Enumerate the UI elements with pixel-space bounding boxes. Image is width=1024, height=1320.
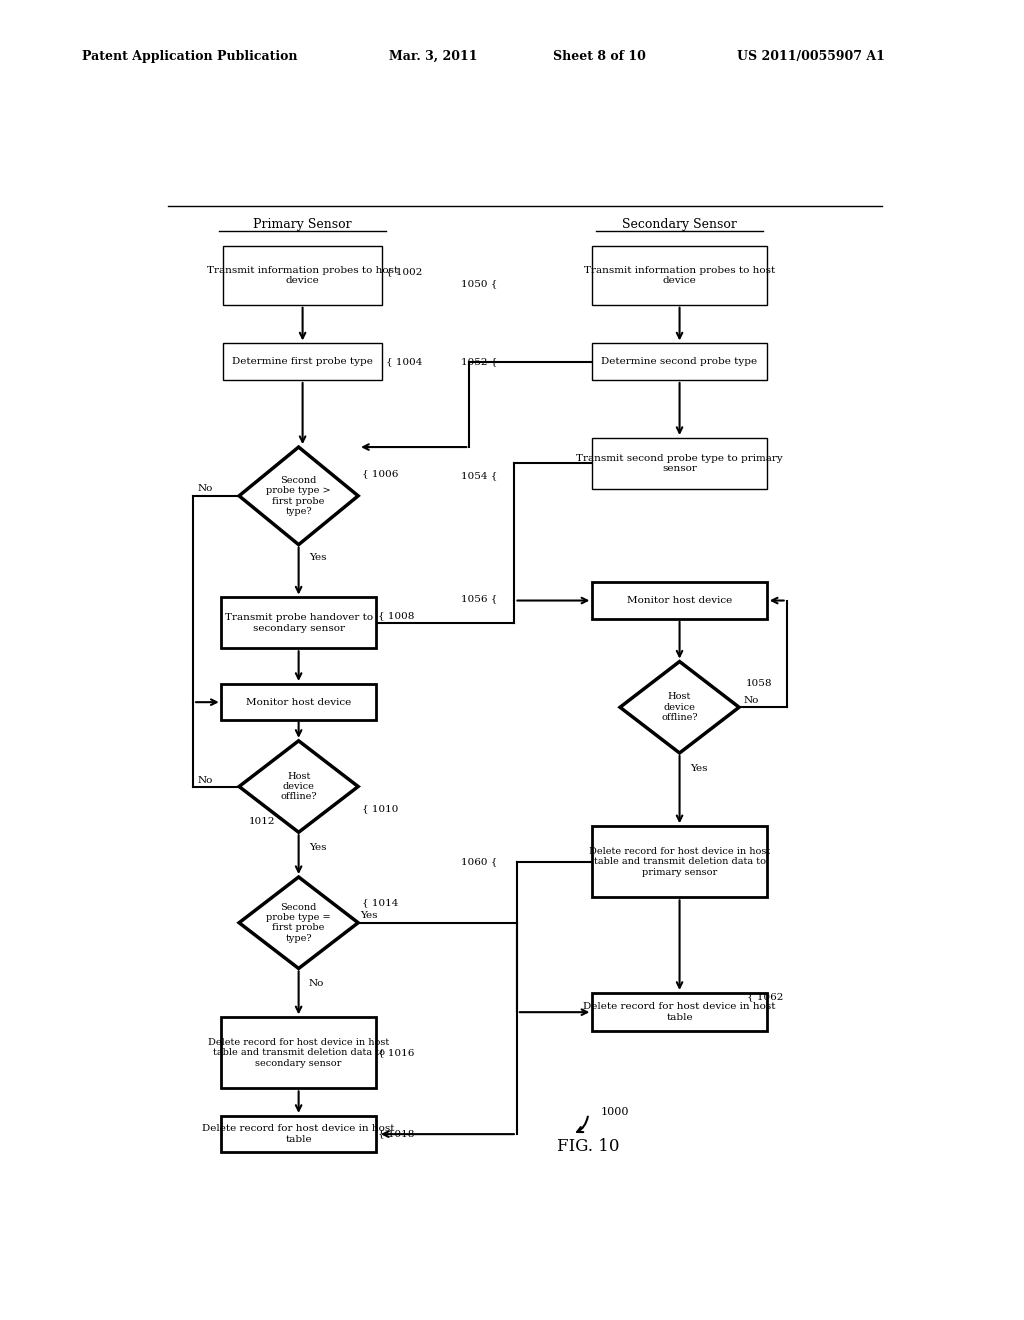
Text: No: No xyxy=(197,776,212,785)
Text: Delete record for host device in host
table: Delete record for host device in host ta… xyxy=(584,1002,776,1022)
Text: Yes: Yes xyxy=(359,911,377,920)
Text: 1052 {: 1052 { xyxy=(461,358,498,366)
Text: Delete record for host device in host
table: Delete record for host device in host ta… xyxy=(203,1125,395,1144)
Polygon shape xyxy=(240,447,358,545)
Text: Delete record for host device in host
table and transmit deletion data to
primar: Delete record for host device in host ta… xyxy=(589,847,770,876)
Text: Transmit information probes to host
device: Transmit information probes to host devi… xyxy=(584,265,775,285)
Text: Yes: Yes xyxy=(309,843,327,851)
Text: 1054 {: 1054 { xyxy=(461,471,498,480)
Text: { 1010: { 1010 xyxy=(362,804,398,813)
Text: Yes: Yes xyxy=(690,764,708,772)
Text: No: No xyxy=(309,979,325,989)
Bar xyxy=(592,582,767,619)
Text: { 1002: { 1002 xyxy=(386,268,422,277)
Text: No: No xyxy=(743,696,759,705)
Text: { 1062: { 1062 xyxy=(748,993,783,1002)
Text: No: No xyxy=(197,484,212,494)
Text: US 2011/0055907 A1: US 2011/0055907 A1 xyxy=(737,50,885,63)
Text: FIG. 10: FIG. 10 xyxy=(557,1138,620,1155)
Text: Second
probe type >
first probe
type?: Second probe type > first probe type? xyxy=(266,475,331,516)
Text: 1000: 1000 xyxy=(600,1106,629,1117)
Text: Primary Sensor: Primary Sensor xyxy=(253,218,352,231)
Text: Secondary Sensor: Secondary Sensor xyxy=(623,218,737,231)
Bar xyxy=(221,1018,376,1089)
Polygon shape xyxy=(240,876,358,969)
Text: 1056 {: 1056 { xyxy=(461,594,498,603)
Text: 1060 {: 1060 { xyxy=(461,857,498,866)
Text: Delete record for host device in host
table and transmit deletion data to
second: Delete record for host device in host ta… xyxy=(208,1038,389,1068)
Text: 1058: 1058 xyxy=(745,680,772,688)
Bar xyxy=(223,343,382,380)
Text: { 1006: { 1006 xyxy=(362,469,398,478)
Bar xyxy=(592,438,767,488)
Text: Transmit probe handover to
secondary sensor: Transmit probe handover to secondary sen… xyxy=(224,614,373,632)
Text: Determine second probe type: Determine second probe type xyxy=(601,358,758,366)
Text: Transmit information probes to host
device: Transmit information probes to host devi… xyxy=(207,265,398,285)
Text: { 1018: { 1018 xyxy=(378,1130,415,1139)
Text: { 1008: { 1008 xyxy=(378,611,415,620)
Text: { 1016: { 1016 xyxy=(378,1048,415,1057)
Bar xyxy=(592,246,767,305)
Text: { 1004: { 1004 xyxy=(386,358,422,366)
Polygon shape xyxy=(240,741,358,833)
Polygon shape xyxy=(620,661,739,752)
Text: Sheet 8 of 10: Sheet 8 of 10 xyxy=(553,50,646,63)
Text: Host
device
offline?: Host device offline? xyxy=(662,693,698,722)
Text: Patent Application Publication: Patent Application Publication xyxy=(82,50,297,63)
Bar xyxy=(592,343,767,380)
Bar xyxy=(592,826,767,898)
Text: Determine first probe type: Determine first probe type xyxy=(232,358,373,366)
Text: Monitor host device: Monitor host device xyxy=(246,698,351,706)
Bar xyxy=(221,684,376,719)
Text: Host
device
offline?: Host device offline? xyxy=(281,772,317,801)
Text: Mar. 3, 2011: Mar. 3, 2011 xyxy=(389,50,477,63)
Bar xyxy=(223,246,382,305)
Text: Second
probe type =
first probe
type?: Second probe type = first probe type? xyxy=(266,903,331,942)
Text: 1050 {: 1050 { xyxy=(461,279,498,288)
Text: Monitor host device: Monitor host device xyxy=(627,597,732,605)
Text: Transmit second probe type to primary
sensor: Transmit second probe type to primary se… xyxy=(577,454,783,473)
Text: { 1014: { 1014 xyxy=(362,898,398,907)
Bar xyxy=(221,598,376,648)
Text: Yes: Yes xyxy=(309,553,327,562)
Bar xyxy=(221,1115,376,1152)
Text: 1012: 1012 xyxy=(249,817,275,825)
Bar xyxy=(592,993,767,1031)
